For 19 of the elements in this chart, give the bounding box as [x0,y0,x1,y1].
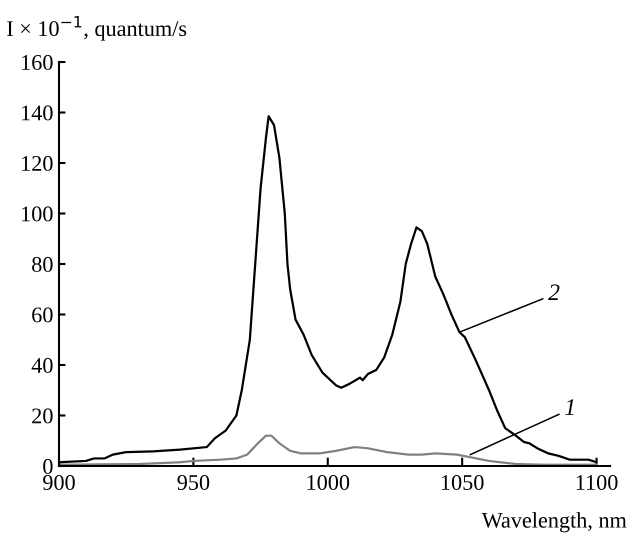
annotation: 1 [565,399,574,415]
y-tick-label: 20 [32,408,53,424]
y-tick-label: 0 [43,458,53,474]
y-tick-label: 60 [32,307,53,322]
annotation: 2 [548,284,560,300]
x-tick-label: 950 [177,474,210,490]
line-series [59,434,598,466]
x-tick-label: 900 [43,474,75,490]
x-tick-label: 1050 [442,474,484,490]
y-axis-title: I × 10$^{−1}$, quantum/s [7,16,186,41]
y-tick-label: 140 [22,105,53,120]
y-tick-label: 160 [22,54,53,70]
y-tick-label: 40 [32,358,53,373]
x-axis-title: Wavelength, nm [482,512,626,532]
y-tick-label: 80 [32,256,53,272]
y-tick-label: 120 [22,156,53,171]
x-tick-label: 1000 [308,474,350,490]
y-tick-label: 100 [22,206,53,222]
x-tick-label: 1100 [576,474,618,490]
